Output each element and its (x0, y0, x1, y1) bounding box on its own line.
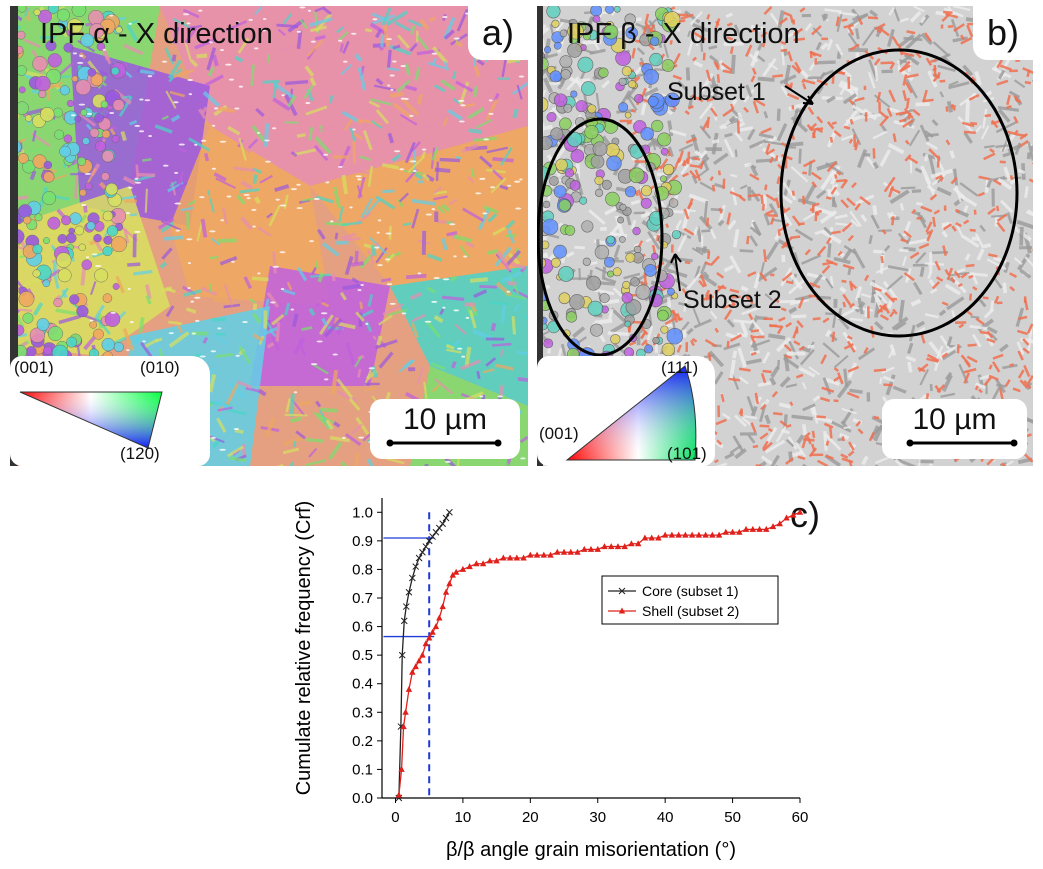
shell-point (402, 709, 408, 715)
shell-point (396, 792, 402, 798)
beta-ipf-legend: (001) (111) (101) (537, 356, 715, 466)
core-point (436, 525, 442, 531)
ipf-beta-map-panel: IPF β - X direction b) Subset 1 Subset 2… (537, 6, 1033, 466)
legend-a-001: (001) (14, 358, 54, 378)
x-axis-label: β/β angle grain misorientation (°) (446, 839, 736, 861)
y-tick-label: 0.5 (352, 647, 373, 664)
legend-b-001: (001) (539, 424, 579, 444)
y-tick-label: 0.0 (352, 790, 373, 807)
scale-bar-a: 10 µm (370, 399, 520, 459)
y-tick-label: 0.4 (352, 676, 373, 693)
scale-b-line (882, 399, 1027, 459)
shell-point (439, 603, 445, 609)
x-tick-label: 0 (391, 809, 399, 826)
shell-point (443, 589, 449, 595)
x-tick-label: 30 (589, 809, 606, 826)
panel-b-letter: b) (973, 6, 1033, 60)
shell-point (419, 652, 425, 658)
legend-label: Core (subset 1) (642, 583, 738, 599)
core-point (443, 515, 449, 521)
x-tick-label: 40 (657, 809, 674, 826)
scale-bar-b: 10 µm (882, 399, 1027, 459)
subset1-label: Subset 1 (667, 78, 766, 107)
y-tick-label: 1.0 (352, 504, 373, 521)
x-tick-label: 10 (455, 809, 472, 826)
y-tick-label: 0.9 (352, 533, 373, 550)
y-axis-label: Cumulate relative frequency (Crf) (293, 501, 315, 796)
shell-point (797, 509, 803, 515)
alpha-ipf-legend: (001) (010) (120) (10, 356, 210, 466)
core-point (440, 521, 446, 527)
subset1-ellipse (781, 50, 1017, 336)
x-tick-label: 20 (522, 809, 539, 826)
legend-label: Shell (subset 2) (642, 603, 739, 619)
scale-a-line (370, 399, 520, 459)
x-tick-label: 60 (792, 809, 809, 826)
y-tick-label: 0.6 (352, 619, 373, 636)
shell-point (433, 623, 439, 629)
subset1-arrow (785, 86, 813, 104)
y-tick-label: 0.2 (352, 733, 373, 750)
core-point (423, 544, 429, 550)
core-point (433, 529, 439, 535)
legend-a-010: (010) (140, 358, 180, 378)
panel-a-title: IPF α - X direction (40, 18, 273, 51)
legend-a-120: (120) (120, 444, 160, 464)
ipf-alpha-map-panel: IPF α - X direction a) (001) (010) (120) (10, 6, 528, 466)
core-point (430, 534, 436, 540)
core-point (416, 555, 422, 561)
core-point (419, 549, 425, 555)
crf-chart: 0.0 0.1 0.2 0.3 0.4 0.5 0.6 0.7 0.8 0.9 1.0 0 10 20 30… (280, 486, 840, 864)
panel-b-title: IPF β - X direction (567, 18, 800, 51)
core-point (446, 509, 452, 515)
subset2-label: Subset 2 (683, 286, 782, 315)
shell-point (436, 615, 442, 621)
legend-b-101: (101) (667, 444, 707, 464)
shell-point (406, 686, 412, 692)
y-tick-label: 0.7 (352, 590, 373, 607)
series-line-1 (399, 512, 800, 795)
y-tick-label: 0.8 (352, 561, 373, 578)
crf-chart-svg: 0.0 0.1 0.2 0.3 0.4 0.5 0.6 0.7 0.8 0.9 1.0 0 10 20 30… (280, 486, 840, 864)
x-tick-label: 50 (724, 809, 741, 826)
shell-point (446, 580, 452, 586)
y-tick-label: 0.3 (352, 704, 373, 721)
y-tick-label: 0.1 (352, 761, 373, 778)
legend-b-111: (111) (661, 358, 698, 378)
subset2-ellipse (538, 119, 662, 355)
panel-a-letter: a) (468, 6, 528, 60)
